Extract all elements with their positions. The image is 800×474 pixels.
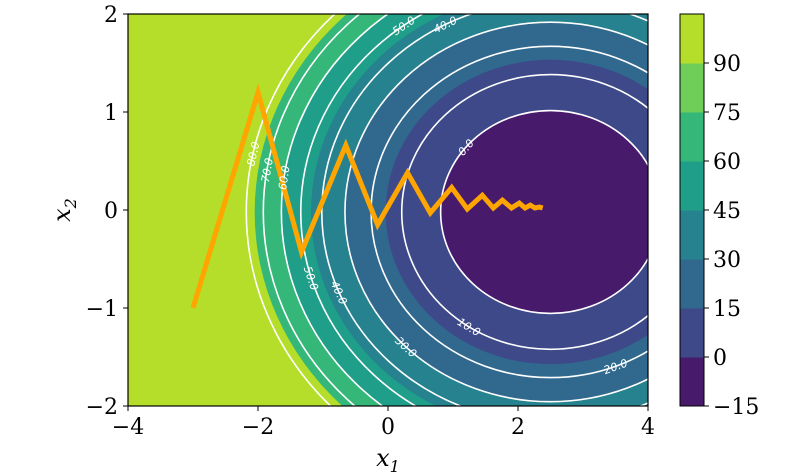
colorbar-segment	[680, 210, 704, 260]
plot-area	[128, 14, 648, 406]
descent-path	[190, 83, 544, 309]
y-tick-label: 2	[104, 3, 118, 28]
contour-line	[400, 73, 648, 351]
contour-band	[440, 110, 648, 314]
x-tick-label: 0	[381, 415, 395, 440]
contour-fills	[128, 14, 648, 406]
contour-label: 70.0	[259, 157, 276, 183]
colorbar-tick-label: 30	[713, 248, 741, 273]
colorbar-tick-label: 90	[713, 52, 741, 77]
colorbar-segment	[680, 63, 704, 113]
contour-line	[245, 14, 336, 406]
x-tick-label: 2	[511, 415, 525, 440]
contour-line	[344, 21, 648, 403]
contour-label: 80.0	[244, 141, 262, 168]
colorbar-segment	[680, 14, 704, 64]
colorbar-segment	[680, 161, 704, 211]
colorbar-segment	[680, 357, 704, 407]
colorbar-tick-label: 45	[713, 199, 741, 224]
contour-line	[280, 14, 390, 406]
colorbar-tick-label: 15	[713, 297, 741, 322]
contour-label: 60.0	[276, 165, 293, 191]
colorbar-segment	[680, 308, 704, 358]
y-tick-label: −2	[86, 395, 118, 420]
y-tick-label: −1	[86, 297, 118, 322]
colorbar-tick-label: 0	[713, 346, 727, 371]
contour-line	[262, 14, 361, 406]
contour-line	[300, 14, 425, 406]
contour-line	[321, 14, 648, 406]
y-tick-label: 0	[104, 199, 118, 224]
path-line	[190, 83, 544, 309]
colorbar-segment	[680, 259, 704, 309]
x-axis-label: x1	[376, 444, 400, 474]
colorbar-tick-label: 75	[713, 101, 741, 126]
x-tick-label: −4	[112, 415, 144, 440]
x-tick-label: −2	[242, 415, 274, 440]
y-tick-label: 1	[104, 101, 118, 126]
colorbar-segment	[680, 112, 704, 162]
contour-lines	[245, 14, 648, 406]
x-tick-label: 4	[641, 415, 655, 440]
y-axis-ticks: −2 −1 0 1 2	[86, 3, 128, 420]
y-axis-label: x2	[48, 198, 80, 222]
colorbar-tick-label: −15	[713, 395, 759, 420]
contour-line	[439, 109, 648, 315]
colorbar: −15 0 15 30 45 60 75 90	[679, 13, 759, 420]
x-axis-ticks: −4 −2 0 2 4	[112, 406, 655, 440]
colorbar-tick-label: 60	[713, 150, 741, 175]
